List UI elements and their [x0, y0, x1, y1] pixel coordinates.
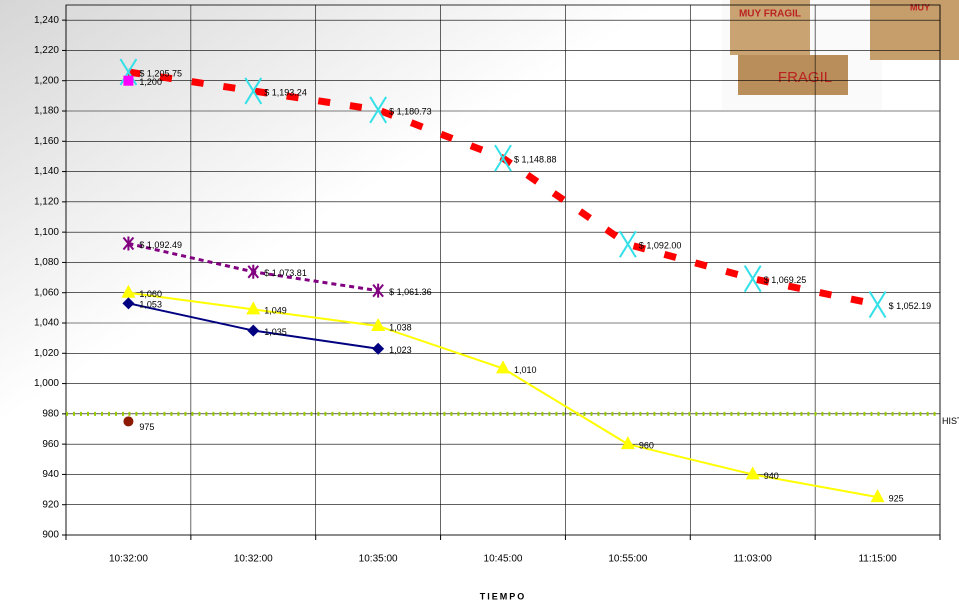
y-tick-label: 1,180	[34, 106, 59, 117]
x-tick-label: 11:15:00	[858, 554, 897, 565]
x-tick-label: 10:55:00	[608, 554, 647, 565]
value-label: $ 1,092.00	[639, 241, 682, 251]
value-label: 960	[639, 441, 654, 451]
value-label: $ 1,052.19	[889, 301, 932, 311]
value-label: 925	[889, 494, 904, 504]
value-label: 975	[139, 422, 154, 432]
marker	[244, 77, 263, 105]
plot-border	[65, 4, 941, 536]
y-tick-label: 920	[42, 499, 59, 510]
y-tick-label: 1,100	[34, 227, 59, 238]
value-label: 940	[764, 471, 779, 481]
x-tick-label: 10:32:00	[109, 554, 148, 565]
value-label: $ 1,180.73	[389, 106, 432, 116]
value-label: 1,038	[389, 322, 412, 332]
y-tick-label: 1,040	[34, 318, 59, 329]
y-tick-label: 1,220	[34, 45, 59, 56]
value-label: $ 1,148.88	[514, 154, 557, 164]
y-tick-label: 1,120	[34, 196, 59, 207]
marker	[246, 301, 261, 315]
value-label: 1,010	[514, 365, 537, 375]
series-label: HIST	[942, 416, 959, 426]
marker	[247, 324, 260, 337]
marker	[119, 58, 138, 86]
y-tick-label: 960	[42, 439, 59, 450]
marker	[743, 265, 762, 293]
marker	[369, 96, 387, 124]
marker	[496, 360, 510, 374]
marker	[372, 342, 385, 355]
x-tick-label: 10:32:00	[234, 554, 273, 565]
marker	[122, 297, 135, 310]
value-label: $ 1,069.25	[764, 275, 807, 285]
y-tick-label: 1,200	[34, 75, 59, 86]
value-label: 1,035	[264, 327, 287, 337]
marker	[247, 264, 260, 279]
box-text: FRAGIL	[778, 69, 832, 86]
y-tick-label: 900	[42, 530, 59, 541]
value-label: $ 1,073.81	[264, 268, 307, 278]
box-text: MUY	[910, 2, 930, 12]
y-tick-label: 1,080	[34, 257, 59, 268]
y-tick-label: 1,000	[34, 378, 59, 389]
x-tick-label: 10:45:00	[484, 554, 523, 565]
marker	[494, 144, 512, 172]
marker	[122, 236, 135, 251]
box-image: MUY FRAGIL FRAGIL MUY	[722, 0, 959, 110]
y-tick-label: 1,240	[34, 15, 59, 26]
marker-stroke	[494, 144, 512, 172]
marker	[745, 466, 760, 480]
value-label: 1,053	[139, 300, 162, 310]
marker	[619, 230, 637, 258]
x-tick-label: 11:03:00	[734, 554, 773, 565]
y-tick-label: 1,020	[34, 348, 59, 359]
marker	[372, 283, 384, 298]
value-label: $ 1,092.49	[139, 240, 182, 250]
marker-stroke	[619, 230, 637, 258]
x-tick-label: 10:35:00	[359, 554, 398, 565]
value-label: 1,023	[389, 345, 412, 355]
marker-stroke	[369, 96, 387, 124]
y-tick-label: 1,060	[34, 287, 59, 298]
marker	[870, 489, 885, 503]
value-label: $ 1,205.75	[139, 68, 182, 78]
value-label: $ 1,061.36	[389, 287, 432, 297]
value-label: 1,049	[264, 306, 287, 316]
value-label: $ 1,193.24	[264, 87, 307, 97]
marker-stroke	[119, 58, 138, 86]
marker-stroke	[868, 291, 887, 319]
marker	[868, 291, 887, 319]
x-axis-title: TIEMPO	[480, 591, 527, 601]
y-tick-label: 940	[42, 469, 59, 480]
marker	[121, 284, 136, 298]
marker-stroke	[244, 77, 263, 105]
y-tick-label: 1,160	[34, 136, 59, 147]
value-label: 1,060	[139, 289, 162, 299]
marker-stroke	[743, 265, 762, 293]
marker	[371, 318, 386, 332]
value-label: 1,200	[139, 77, 162, 87]
box-text: MUY FRAGIL	[739, 9, 801, 20]
marker	[123, 416, 134, 427]
y-tick-label: 980	[42, 408, 59, 419]
marker	[123, 75, 134, 86]
y-tick-label: 1,140	[34, 166, 59, 177]
marker	[620, 436, 635, 450]
